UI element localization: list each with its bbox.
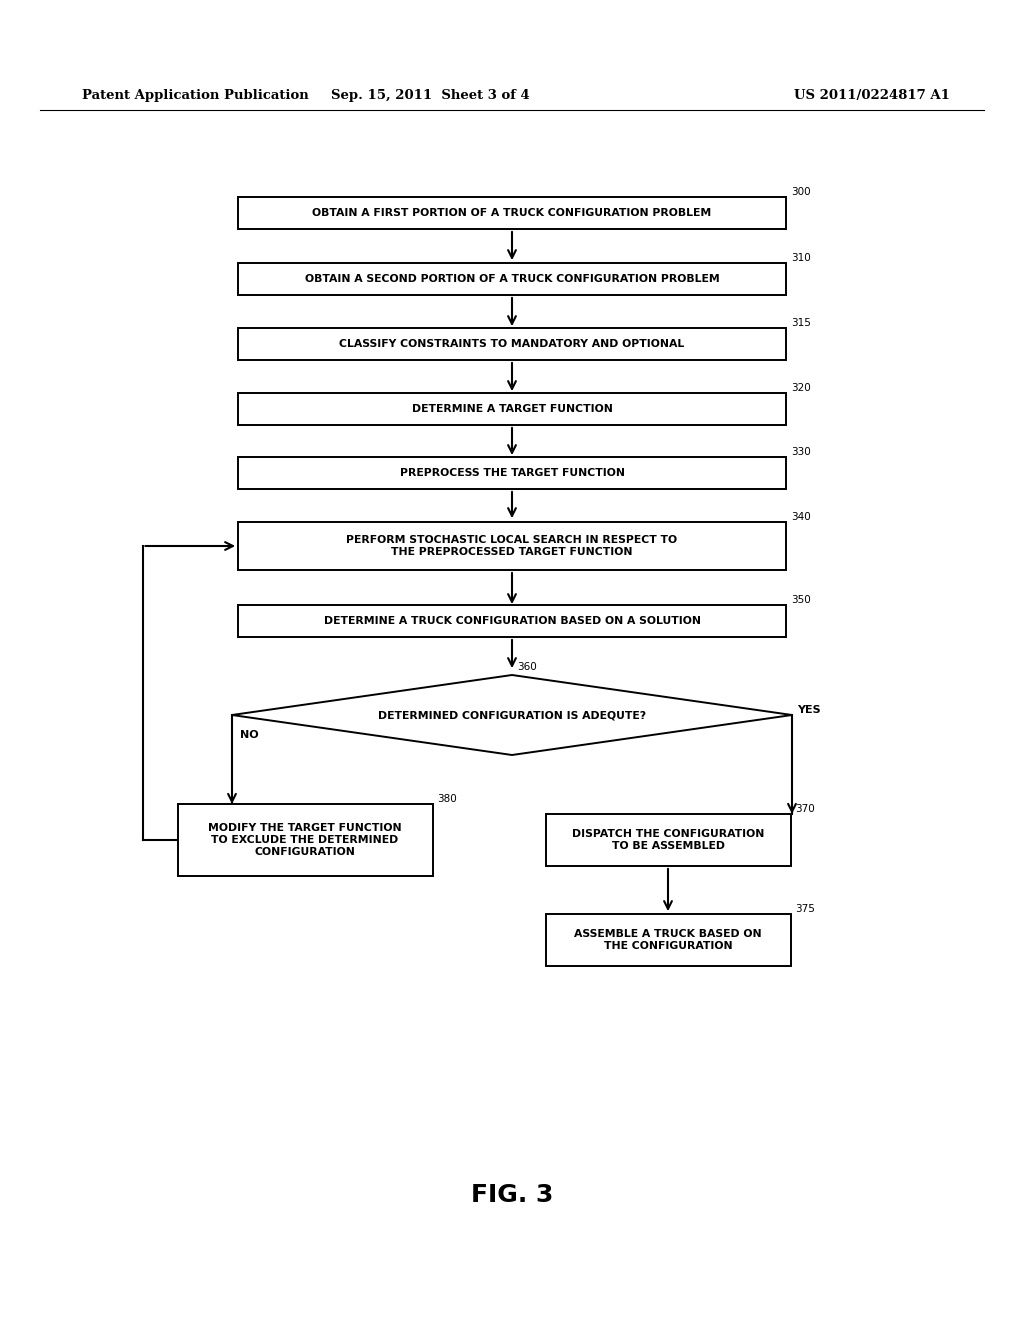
Bar	[238, 263, 786, 294]
Text: PREPROCESS THE TARGET FUNCTION: PREPROCESS THE TARGET FUNCTION	[399, 469, 625, 478]
Text: DETERMINE A TRUCK CONFIGURATION BASED ON A SOLUTION: DETERMINE A TRUCK CONFIGURATION BASED ON…	[324, 616, 700, 626]
Text: OBTAIN A SECOND PORTION OF A TRUCK CONFIGURATION PROBLEM: OBTAIN A SECOND PORTION OF A TRUCK CONFI…	[304, 275, 720, 284]
Text: DETERMINE A TARGET FUNCTION: DETERMINE A TARGET FUNCTION	[412, 404, 612, 414]
Text: 310: 310	[791, 253, 811, 263]
Text: 360: 360	[517, 663, 537, 672]
Bar	[238, 521, 786, 570]
Bar	[546, 814, 791, 866]
Text: Sep. 15, 2011  Sheet 3 of 4: Sep. 15, 2011 Sheet 3 of 4	[331, 88, 529, 102]
Polygon shape	[232, 675, 792, 755]
Text: 340: 340	[791, 512, 811, 521]
Text: DETERMINED CONFIGURATION IS ADEQUTE?: DETERMINED CONFIGURATION IS ADEQUTE?	[378, 710, 646, 719]
Bar	[238, 605, 786, 638]
Text: PERFORM STOCHASTIC LOCAL SEARCH IN RESPECT TO
THE PREPROCESSED TARGET FUNCTION: PERFORM STOCHASTIC LOCAL SEARCH IN RESPE…	[346, 535, 678, 557]
Bar	[546, 913, 791, 966]
Bar	[238, 197, 786, 228]
Text: US 2011/0224817 A1: US 2011/0224817 A1	[795, 88, 950, 102]
Text: CLASSIFY CONSTRAINTS TO MANDATORY AND OPTIONAL: CLASSIFY CONSTRAINTS TO MANDATORY AND OP…	[339, 339, 685, 348]
Text: 330: 330	[791, 447, 811, 457]
Text: 300: 300	[791, 187, 811, 197]
Text: DISPATCH THE CONFIGURATION
TO BE ASSEMBLED: DISPATCH THE CONFIGURATION TO BE ASSEMBL…	[571, 829, 764, 851]
Text: 315: 315	[791, 318, 811, 327]
Text: NO: NO	[240, 730, 259, 741]
Text: FIG. 3: FIG. 3	[471, 1183, 553, 1206]
Text: 350: 350	[791, 595, 811, 605]
Bar	[238, 457, 786, 488]
Text: OBTAIN A FIRST PORTION OF A TRUCK CONFIGURATION PROBLEM: OBTAIN A FIRST PORTION OF A TRUCK CONFIG…	[312, 209, 712, 218]
Text: 320: 320	[791, 383, 811, 393]
Text: 370: 370	[796, 804, 815, 814]
Bar	[238, 393, 786, 425]
Bar	[238, 327, 786, 360]
Text: 375: 375	[796, 904, 815, 913]
Text: ASSEMBLE A TRUCK BASED ON
THE CONFIGURATION: ASSEMBLE A TRUCK BASED ON THE CONFIGURAT…	[574, 929, 762, 950]
Text: Patent Application Publication: Patent Application Publication	[82, 88, 309, 102]
Bar	[177, 804, 432, 876]
Text: MODIFY THE TARGET FUNCTION
TO EXCLUDE THE DETERMINED
CONFIGURATION: MODIFY THE TARGET FUNCTION TO EXCLUDE TH…	[208, 824, 401, 857]
Text: YES: YES	[797, 705, 820, 715]
Text: 380: 380	[437, 795, 458, 804]
